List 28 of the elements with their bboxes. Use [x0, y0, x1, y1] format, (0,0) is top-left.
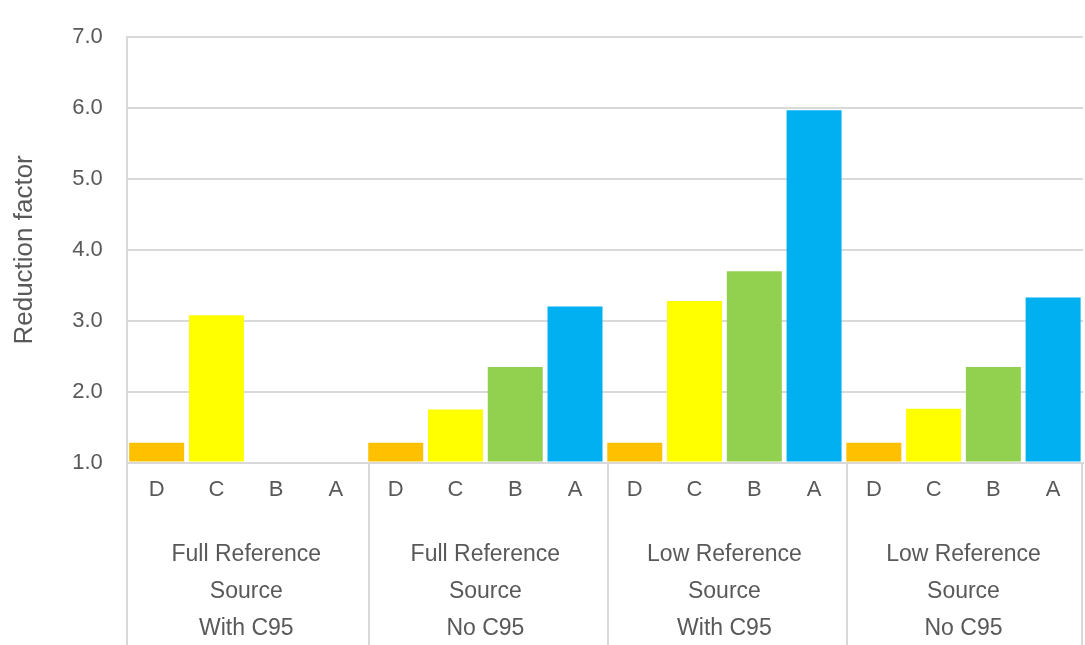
x-tick-label: C — [925, 475, 942, 501]
x-tick-label: D — [865, 475, 882, 501]
y-tick-label: 6.0 — [72, 94, 103, 120]
text: Full Reference Source No C95 — [410, 539, 561, 640]
x-tick-label: A — [567, 475, 583, 501]
text: Full Reference Source With C95 — [171, 539, 322, 640]
y-tick-label: 5.0 — [72, 165, 103, 191]
x-tick-label: C — [447, 475, 464, 501]
x-tick-label: A — [328, 475, 344, 501]
y-tick-label: 7.0 — [72, 23, 103, 49]
x-tick-label: B — [507, 475, 523, 501]
x-tick-label: C — [686, 475, 703, 501]
y-tick-label: 2.0 — [72, 377, 103, 403]
y-axis-title: Reduction factor — [7, 154, 38, 345]
text: Low Reference Source With C95 — [647, 539, 802, 640]
x-tick-label: B — [746, 475, 762, 501]
x-tick-label: C — [208, 475, 225, 501]
y-tick-label: 1.0 — [72, 448, 103, 474]
x-tick-label: D — [387, 475, 404, 501]
x-tick-label: A — [1045, 475, 1061, 501]
x-tick-label: D — [148, 475, 165, 501]
x-tick-label: B — [268, 475, 284, 501]
x-tick-label: D — [626, 475, 643, 501]
x-tick-label: A — [806, 475, 822, 501]
y-tick-label: 3.0 — [72, 306, 103, 332]
x-tick-label: B — [986, 475, 1001, 501]
y-tick-label: 4.0 — [72, 235, 103, 261]
text: Low Reference Source No C95 — [886, 539, 1041, 640]
